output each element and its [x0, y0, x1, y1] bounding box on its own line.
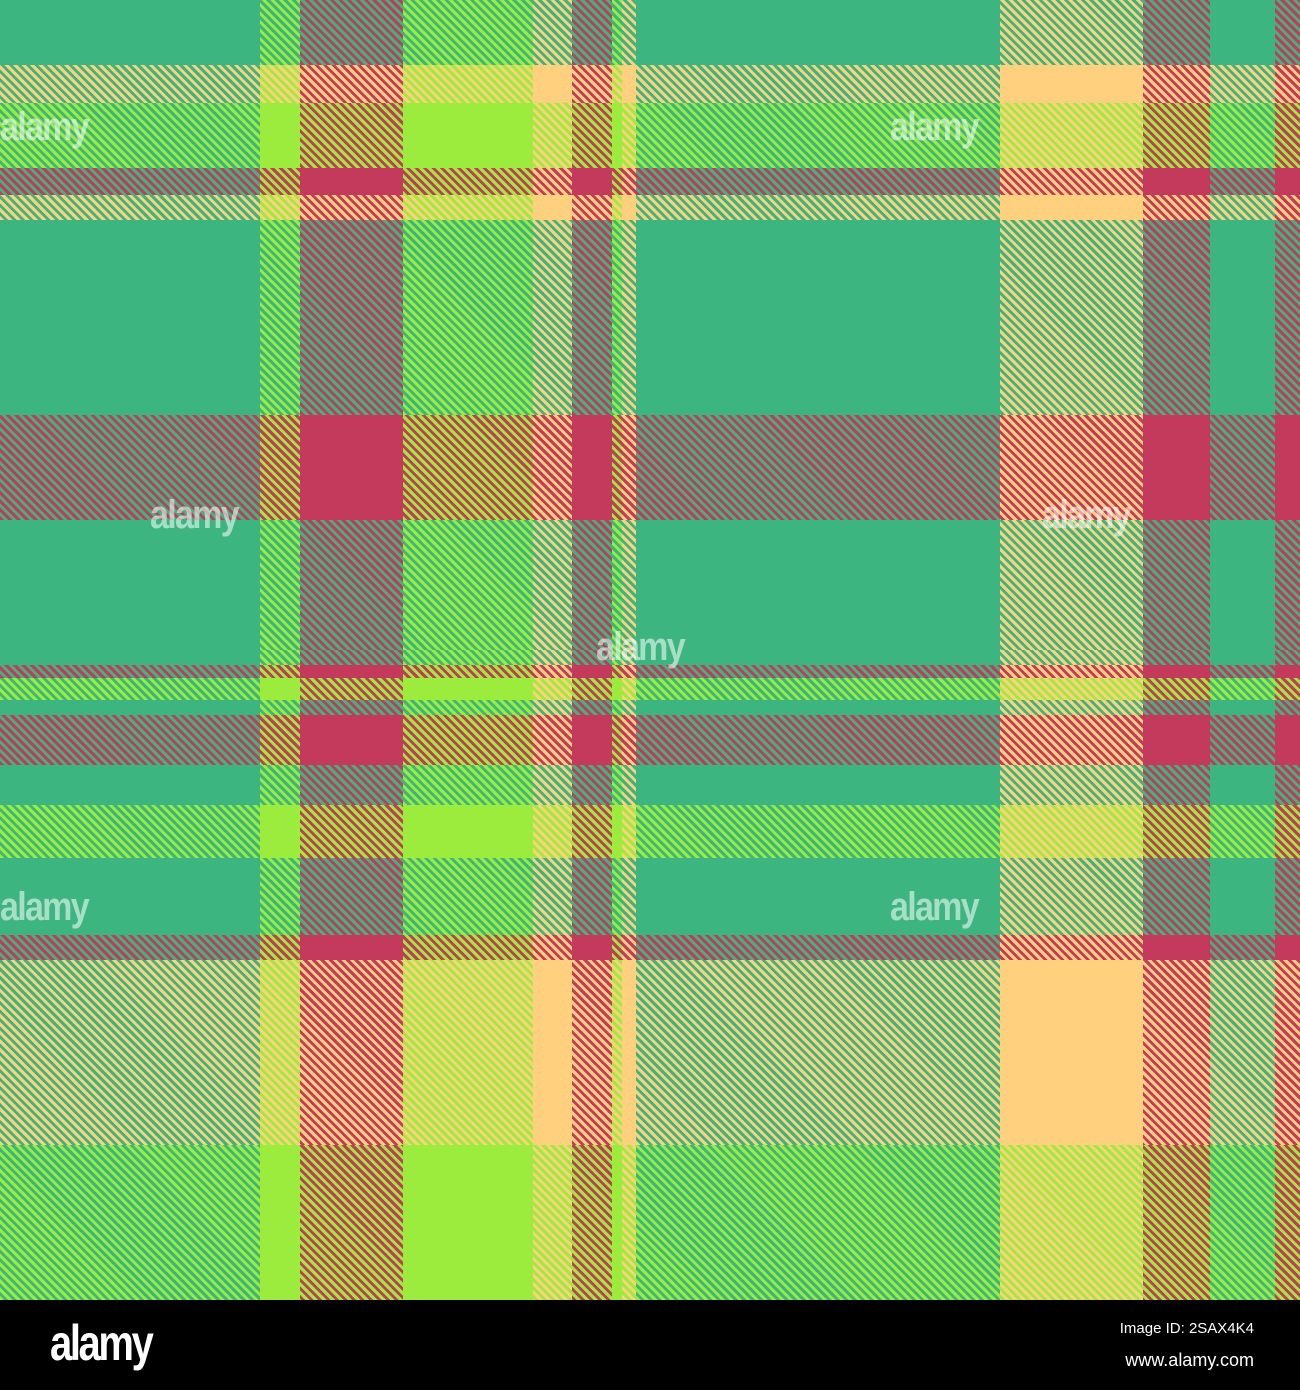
- horizontal-band-teal: [0, 765, 1300, 805]
- watermark: alamy: [890, 885, 980, 929]
- watermark: alamy: [890, 105, 980, 149]
- horizontal-band-red: [0, 665, 1300, 678]
- horizontal-band-peach: [0, 960, 1300, 1145]
- watermark: alamy: [1042, 493, 1132, 537]
- horizontal-band-teal: [0, 650, 1300, 665]
- watermark: alamy: [0, 105, 90, 149]
- website-url[interactable]: www.alamy.com: [1125, 1350, 1254, 1370]
- horizontal-band-lime: [0, 1145, 1300, 1300]
- horizontal-band-red: [0, 715, 1300, 765]
- horizontal-band-red: [0, 415, 1300, 520]
- footer-bar: alamy Image ID: 2SAX4K4 www.alamy.com: [0, 1300, 1300, 1390]
- horizontal-band-peach: [0, 195, 1300, 220]
- horizontal-band-teal: [0, 520, 1300, 650]
- horizontal-band-lime: [0, 103, 1300, 168]
- alamy-logo: alamy: [50, 1315, 154, 1371]
- horizontal-band-teal: [0, 700, 1300, 715]
- horizontal-band-lime: [0, 678, 1300, 700]
- watermark: alamy: [0, 885, 90, 929]
- watermark: alamy: [150, 493, 240, 537]
- watermark: alamy: [596, 625, 686, 669]
- horizontal-band-teal: [0, 858, 1300, 935]
- horizontal-band-red: [0, 168, 1300, 195]
- horizontal-band-teal: [0, 0, 1300, 65]
- horizontal-band-red: [0, 935, 1300, 960]
- image-id-text: Image ID: 2SAX4K4: [1119, 1320, 1254, 1337]
- plaid-pattern: alamy alamy alamy alamy alamy alamy alamy: [0, 0, 1300, 1300]
- horizontal-band-peach: [0, 65, 1300, 103]
- horizontal-band-lime: [0, 805, 1300, 858]
- horizontal-band-teal: [0, 220, 1300, 415]
